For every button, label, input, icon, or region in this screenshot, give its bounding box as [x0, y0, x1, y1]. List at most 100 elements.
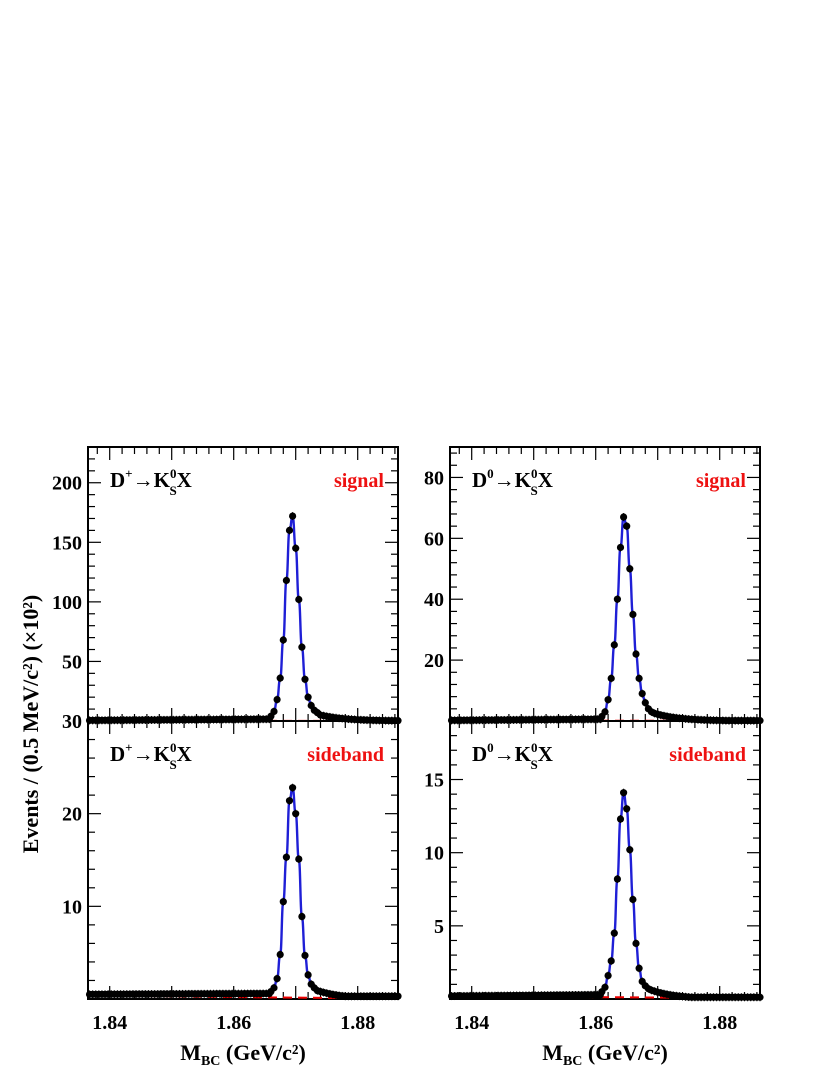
data-point [626, 846, 634, 854]
data-point [285, 797, 294, 805]
data-point [273, 975, 281, 983]
channel-kaon-sup: 0 [531, 740, 538, 755]
channel-meson: D [110, 742, 125, 766]
y-tick-label: 50 [62, 651, 82, 673]
total-fit-curve [451, 791, 760, 999]
total-fit-curve [89, 786, 398, 998]
panel-top-left: 50 100 150 200 D+→K0 SX signal [52, 446, 402, 725]
data-point [289, 512, 297, 520]
channel-label: D+→K0 SX [110, 740, 192, 772]
x-tick-label: 1.84 [92, 1012, 127, 1034]
data-point [607, 674, 615, 682]
y-tick-label: 100 [52, 592, 82, 614]
data-point [304, 693, 312, 701]
y-tick-label: 20 [424, 650, 444, 672]
data-point [270, 707, 278, 716]
data-point [623, 522, 631, 530]
y-tick-label: 20 [62, 804, 82, 826]
channel-kaon-sup: 0 [531, 466, 538, 481]
data-point [279, 636, 287, 644]
data-point [635, 964, 643, 972]
channel-arrow: → [494, 468, 515, 492]
total-fit-curve [89, 514, 398, 722]
channel-arrow: → [494, 742, 515, 766]
channel-tail: X [538, 468, 553, 492]
channel-kaon-sub: S [169, 757, 176, 772]
data-point [276, 950, 284, 959]
data-point [601, 983, 609, 991]
data-point [620, 513, 628, 521]
channel-charge: + [125, 466, 132, 481]
tag-label-signal: signal [334, 470, 384, 492]
channel-meson: D [110, 468, 125, 492]
data-point [292, 544, 300, 552]
data-point [301, 675, 309, 683]
data-point [304, 971, 312, 979]
data-point [289, 784, 297, 792]
data-point [301, 951, 309, 960]
data-point [626, 565, 634, 573]
data-point [604, 971, 612, 980]
data-point [298, 912, 306, 921]
channel-kaon-sup: 0 [170, 466, 177, 481]
data-point [276, 674, 284, 682]
data-point [610, 929, 618, 937]
data-point [282, 853, 290, 861]
x-tick-label: 1.88 [340, 1012, 375, 1034]
channel-kaon-sub: S [531, 757, 538, 772]
channel-kaon-sub: S [531, 483, 538, 498]
data-point [273, 695, 281, 704]
channel-kaon-sup: 0 [170, 740, 177, 755]
channel-tail: X [177, 468, 192, 492]
x-tick-label: 1.88 [702, 1012, 737, 1034]
data-point [641, 699, 649, 707]
channel-kaon: K [515, 742, 532, 766]
data-point [629, 610, 637, 619]
channel-arrow: → [133, 468, 154, 492]
tag-label-sideband: sideband [669, 744, 746, 766]
data-point [623, 805, 631, 813]
channel-label: D0→K0 SX [472, 466, 553, 498]
data-point [270, 984, 278, 992]
channel-label: D0→K0 SX [472, 740, 553, 772]
data-point [635, 674, 643, 682]
y-tick-label: 5 [434, 916, 444, 938]
data-point [601, 708, 609, 716]
channel-meson: D [472, 742, 487, 766]
data-point [295, 595, 303, 604]
data-point [756, 993, 764, 1001]
plot-frame [87, 720, 399, 1000]
data-point [632, 939, 640, 948]
data-point [613, 875, 622, 883]
channel-charge: 0 [487, 740, 494, 755]
channel-kaon-sub: S [169, 483, 176, 498]
x-axis-label-left: MBC (GeV/c²) [180, 1040, 306, 1069]
total-fit-curve [451, 515, 760, 722]
data-point [613, 595, 622, 603]
channel-charge: 0 [487, 466, 494, 481]
channel-meson: D [472, 468, 487, 492]
y-tick-label: 10 [424, 843, 444, 865]
y-axis-label: Events / (0.5 MeV/c²) (×10²) [18, 595, 43, 854]
tag-label-signal: signal [696, 470, 746, 492]
data-point [610, 641, 618, 649]
data-point [279, 898, 287, 906]
x-tick-label: 1.86 [216, 1012, 251, 1034]
data-point [616, 815, 625, 823]
y-tick-label: 200 [52, 473, 82, 495]
x-tick-label: 1.86 [578, 1012, 613, 1034]
y-tick-label: 60 [424, 528, 444, 550]
y-tick-label: 80 [424, 467, 444, 489]
data-point [298, 643, 306, 651]
channel-charge: + [125, 740, 132, 755]
y-tick-label: 15 [424, 770, 444, 792]
data-point [295, 855, 303, 863]
x-tick-label: 1.84 [454, 1012, 489, 1034]
data-point [604, 696, 612, 704]
y-tick-label: 30 [62, 711, 82, 733]
data-point [394, 992, 402, 1000]
